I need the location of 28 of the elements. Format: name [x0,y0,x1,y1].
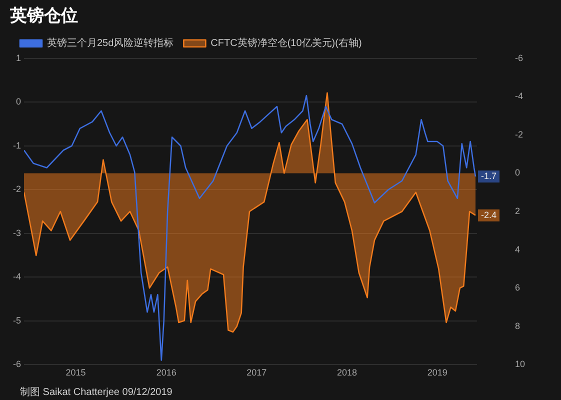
y2-tick-label: 0 [514,168,520,178]
y2-tick-label: 6 [514,282,520,293]
y2-tick-label: 10 [514,359,526,370]
y-tick-label: 1 [16,52,21,63]
text: -2.4 [480,210,497,220]
y-tick-label: -6 [12,359,21,370]
legend-label: 英镑三个月25d风险逆转指标 [47,37,174,50]
x-tick-label: 2017 [246,367,267,378]
y-tick-label: -3 [12,228,21,238]
y2-tick-label: 4 [514,244,520,254]
x-tick-label: 2019 [427,367,448,378]
y-tick-label: -5 [12,315,21,326]
y2-tick-label: -2 [514,129,524,140]
chart-title: 英镑仓位 [9,6,78,25]
data-label: -1.7 [480,170,497,181]
y2-tick-label: -4 [514,91,524,102]
y-tick-label: 0 [16,96,21,107]
x-tick-label: 2016 [156,367,176,378]
text: 制图 Saikat Chatterjee 09/12/2019 [20,386,173,398]
y-tick-label: -1 [12,140,21,150]
legend-label: CFTC英镑净空仓(10亿美元)(右轴) [210,37,362,50]
y-tick-label: -2 [12,184,21,194]
y-tick-label: -4 [12,272,21,282]
x-tick-label: 2018 [337,367,358,378]
y2-tick-label: -6 [514,52,524,63]
y2-tick-label: 8 [514,320,520,331]
x-tick-label: 2015 [66,367,86,378]
y2-tick-label: 2 [514,206,520,216]
